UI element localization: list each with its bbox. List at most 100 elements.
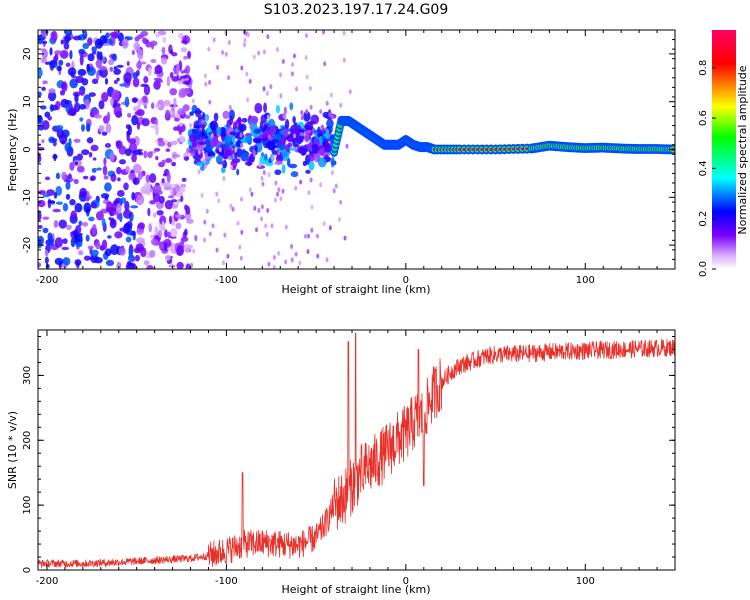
spectrogram-blob [143, 150, 148, 159]
spectrogram-blob [174, 214, 183, 218]
spectrogram-blob [88, 216, 95, 222]
spectrogram-blob [95, 71, 100, 81]
spectrogram-blob [38, 225, 43, 230]
spectrogram-blob [105, 123, 112, 134]
spectrogram-blob [94, 114, 102, 119]
spectrogram-blob [170, 186, 174, 197]
spectrogram-blob [248, 187, 252, 193]
colorbar-tick-label: 0.6 [698, 110, 709, 126]
spectrogram-blob [204, 152, 209, 161]
spectrogram-blob [155, 156, 159, 161]
spectrogram-y-tick-label: 10 [22, 95, 33, 108]
spectrogram-blob [329, 92, 333, 98]
spectrogram-blob [295, 137, 304, 144]
spectrogram-blob [197, 114, 203, 118]
spectrogram-blob [166, 75, 171, 87]
spectrogram-blob [178, 127, 183, 136]
spectrogram-blob [259, 134, 269, 138]
spectrogram-blob [93, 106, 97, 112]
spectrogram-blob [152, 212, 157, 218]
spectrogram-blob [169, 88, 178, 96]
spectrogram-blob [265, 231, 269, 237]
spectrogram-x-tick-label: -200 [36, 275, 59, 286]
spectrogram-blob [107, 235, 112, 239]
spectrogram-blob [126, 112, 132, 118]
spectrogram-blob [60, 98, 69, 108]
spectrogram-blob [181, 177, 187, 182]
spectrogram-blob [265, 91, 269, 97]
spectrogram-blob [119, 197, 127, 204]
spectrogram-blob [106, 201, 114, 212]
spectrogram-blob [49, 60, 58, 69]
spectrogram-blob [41, 139, 45, 144]
spectrogram-blob [109, 152, 115, 162]
spectrogram-blob [310, 227, 314, 233]
spectrogram-blob [299, 179, 303, 185]
spectrogram-blob [305, 74, 309, 80]
spectrogram-blob [167, 231, 171, 239]
spectrogram-blob [304, 55, 308, 61]
spectrogram-blob [237, 116, 242, 125]
spectrogram-blob [41, 120, 50, 131]
spectrogram-blob [238, 244, 242, 250]
spectrogram-blob [38, 262, 42, 268]
spectrogram-blob [202, 237, 206, 243]
spectrogram-blob [319, 109, 323, 115]
spectrogram-blob [123, 182, 129, 191]
spectrogram-blob [156, 79, 164, 83]
spectrogram-blob [239, 132, 243, 138]
spectrogram-blob [124, 200, 130, 212]
spectrogram-blob [241, 151, 249, 162]
spectrogram-blob [47, 200, 56, 204]
spectrogram-blob [328, 225, 332, 231]
spectrogram-blob [124, 148, 132, 156]
spectrogram-blob [116, 166, 122, 175]
spectrogram-blob [284, 224, 288, 230]
spectrogram-y-axis: -20 -10 0 10 20 [22, 29, 675, 270]
spectrogram-blob [232, 135, 236, 144]
spectrogram-blob [192, 248, 196, 254]
spectrogram-blob [196, 162, 204, 167]
spectrogram-blob [94, 38, 104, 49]
spectrogram-blob [44, 256, 49, 265]
spectrogram-blob [323, 61, 327, 67]
spectrogram-blob [69, 199, 76, 206]
spectrogram-blob [203, 73, 207, 79]
spectrogram-blob [155, 103, 162, 109]
spectrogram-blob [133, 41, 141, 51]
spectrogram-blob [116, 203, 122, 214]
spectrogram-blob [157, 140, 166, 147]
snr-series-line [38, 332, 675, 569]
spectrogram-x-tick-label: 0 [403, 275, 409, 286]
spectrogram-blob [107, 59, 115, 66]
spectrogram-blob [270, 127, 276, 135]
snr-frame [37, 329, 676, 571]
spectrogram-blob [204, 115, 208, 121]
spectrogram-blob [216, 64, 220, 70]
spectrogram-blob [145, 174, 150, 183]
spectrogram-blob [121, 38, 129, 49]
spectrogram-blob [38, 190, 47, 195]
spectrogram-blob [246, 97, 250, 103]
spectrogram-blob [42, 227, 49, 234]
spectrogram-blob [136, 61, 142, 69]
spectrogram-blob [270, 223, 274, 229]
spectrogram-blob [130, 205, 139, 209]
spectrogram-blob [197, 169, 201, 175]
spectrogram-blob [101, 208, 107, 214]
spectrogram-blob [179, 75, 189, 79]
spectrogram-blob [87, 37, 93, 46]
spectrogram-blob [60, 82, 67, 90]
snr-x-label: Height of straight line (km) [281, 583, 430, 596]
spectrogram-blob [132, 177, 140, 186]
spectrogram-blob [254, 102, 263, 114]
spectrogram-blob [101, 218, 106, 228]
spectrogram-blob [74, 161, 79, 166]
spectrogram-blob [113, 102, 121, 107]
spectrogram-blob [301, 150, 307, 156]
spectrogram-blob [42, 80, 48, 85]
spectrogram-blob [252, 54, 256, 60]
spectrogram-blob [224, 148, 232, 158]
